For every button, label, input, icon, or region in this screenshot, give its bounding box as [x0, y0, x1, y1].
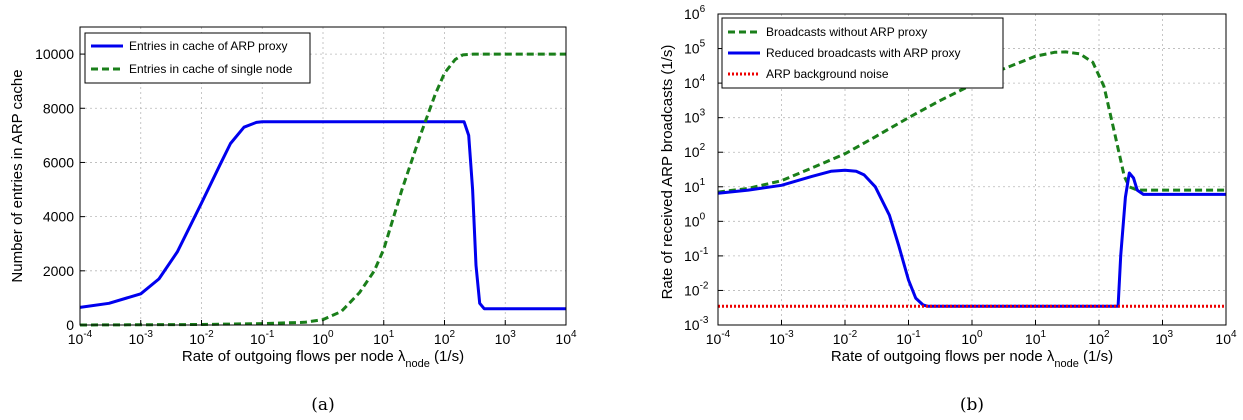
y-tick-label-a: 0 [66, 317, 74, 333]
y-tick-label-b: 102 [684, 142, 706, 160]
y-tick-label-b: 10-2 [684, 280, 709, 298]
y-tick-label-b: 101 [684, 177, 706, 195]
x-tick-label-a: 10-3 [129, 329, 154, 347]
chart-a: 10-4 10-3 10-2 10-1 100 101 102 103 104 0 2000 4000… [9, 26, 577, 415]
x-axis-label-a: Rate of outgoing flows per node λnode (1… [182, 348, 464, 370]
legend-label-single-node: Entries in cache of single node [129, 62, 293, 76]
y-axis-label-b: Rate of received ARP broadcasts (1/s) [659, 45, 676, 300]
x-tick-label-b: 10-1 [896, 329, 921, 347]
x-tick-label-b: 104 [1215, 329, 1237, 347]
series-line-entries-in-cache-of-arp-proxy-a [79, 120, 566, 311]
series-group-a [79, 52, 566, 327]
legend-label-noise: ARP background noise [766, 67, 889, 81]
x-tick-label-a: 10-2 [189, 329, 214, 347]
legend-a: Entries in cache of ARP proxy Entries in… [84, 32, 311, 84]
ticks-a: 10-4 10-3 10-2 10-1 100 101 102 103 104 0 2000 4000… [35, 46, 577, 347]
y-tick-label-a: 8000 [43, 100, 74, 116]
legend-label-arp-proxy: Entries in cache of ARP proxy [129, 39, 288, 53]
y-tick-label-a: 2000 [43, 263, 74, 279]
series-line-broadcasts-without-arp-proxy-b [717, 50, 1226, 194]
caption-a: (a) [311, 395, 334, 415]
y-tick-label-a: 6000 [43, 154, 74, 170]
x-tick-label-a: 101 [373, 329, 395, 347]
y-axis-label-a: Number of entries in ARP cache [9, 69, 26, 282]
legend-label-without-proxy: Broadcasts without ARP proxy [766, 25, 927, 39]
y-tick-label-a: 4000 [43, 209, 74, 225]
x-tick-label-a: 104 [555, 329, 577, 347]
y-tick-label-b: 103 [684, 108, 706, 126]
x-tick-label-b: 102 [1088, 329, 1110, 347]
y-tick-label-b: 105 [684, 39, 706, 57]
y-tick-label-b: 106 [684, 4, 706, 22]
legend-label-with-proxy: Reduced broadcasts with ARP proxy [766, 46, 961, 60]
x-tick-label-a: 10-4 [68, 329, 93, 347]
caption-b: (b) [960, 395, 984, 415]
y-tick-label-b: 100 [684, 211, 706, 229]
x-tick-label-b: 10-3 [769, 329, 794, 347]
series-group-b [717, 50, 1226, 308]
y-tick-label-b: 104 [684, 73, 706, 91]
legend-box-b [721, 17, 1004, 89]
x-tick-label-b: 103 [1152, 329, 1174, 347]
series-line-entries-in-cache-of-single-node-a [79, 52, 566, 327]
x-tick-label-a: 102 [434, 329, 456, 347]
x-tick-label-a: 10-1 [250, 329, 275, 347]
y-tick-label-b: 10-3 [684, 315, 709, 333]
legend-b: Broadcasts without ARP proxy Reduced bro… [721, 17, 1004, 89]
y-tick-label-a: 10000 [35, 46, 74, 62]
x-tick-label-b: 100 [961, 329, 983, 347]
x-tick-label-b: 10-2 [833, 329, 858, 347]
chart-b: 10-4 10-3 10-2 10-1 100 101 102 103 10410-310-21… [659, 4, 1237, 415]
legend-box-a [84, 32, 311, 84]
x-tick-label-a: 100 [312, 329, 334, 347]
y-tick-label-b: 10-1 [684, 246, 709, 264]
x-axis-label-b: Rate of outgoing flows per node λnode (1… [831, 348, 1113, 370]
ticks-b: 10-4 10-3 10-2 10-1 100 101 102 103 10410-310-21… [684, 4, 1237, 347]
x-tick-label-a: 103 [495, 329, 517, 347]
x-tick-label-b: 101 [1025, 329, 1047, 347]
x-tick-label-b: 10-4 [706, 329, 731, 347]
